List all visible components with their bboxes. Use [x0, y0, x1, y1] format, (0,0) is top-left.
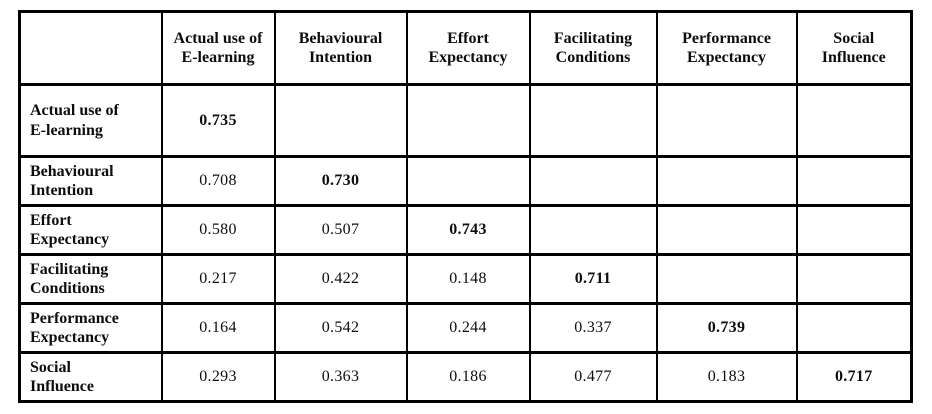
empty-cell	[273, 83, 408, 158]
value-cell: 0.183	[655, 351, 798, 403]
empty-cell	[795, 204, 913, 256]
empty-cell	[655, 204, 798, 256]
value-cell: 0.730	[273, 155, 408, 207]
table-row: Effort Expectancy 0.580 0.507 0.743	[18, 204, 913, 256]
value-cell: 0.743	[405, 204, 531, 256]
correlation-table: Actual use of E-learning Behavioural Inte…	[18, 10, 913, 403]
table-row: Actual use of E-learning 0.735	[18, 83, 913, 158]
value-cell: 0.739	[655, 302, 798, 354]
column-header: Facilitating Conditions	[528, 10, 658, 86]
column-header: Effort Expectancy	[405, 10, 531, 86]
table-row: Behavioural Intention 0.708 0.730	[18, 155, 913, 207]
row-header: Effort Expectancy	[18, 204, 163, 256]
header-row: Actual use of E-learning Behavioural Inte…	[18, 10, 913, 86]
empty-cell	[655, 83, 798, 158]
table-body: Actual use of E-learning 0.735 Behavioural…	[18, 83, 913, 403]
value-cell: 0.507	[273, 204, 408, 256]
value-cell: 0.477	[528, 351, 658, 403]
value-cell: 0.186	[405, 351, 531, 403]
table-row: Social Influence 0.293 0.363 0.186 0.477 0.18…	[18, 351, 913, 403]
value-cell: 0.293	[160, 351, 276, 403]
column-header: Actual use of E-learning	[160, 10, 276, 86]
value-cell: 0.148	[405, 253, 531, 305]
empty-cell	[655, 253, 798, 305]
value-cell: 0.717	[795, 351, 913, 403]
row-header: Social Influence	[18, 351, 163, 403]
table-row: Performance Expectancy 0.164 0.542 0.244 0.3…	[18, 302, 913, 354]
value-cell: 0.711	[528, 253, 658, 305]
empty-cell	[528, 155, 658, 207]
value-cell: 0.422	[273, 253, 408, 305]
value-cell: 0.542	[273, 302, 408, 354]
value-cell: 0.735	[160, 83, 276, 158]
empty-cell	[795, 155, 913, 207]
column-header: Behavioural Intention	[273, 10, 408, 86]
corner-cell	[18, 10, 163, 86]
empty-cell	[795, 253, 913, 305]
value-cell: 0.337	[528, 302, 658, 354]
empty-cell	[405, 155, 531, 207]
value-cell: 0.708	[160, 155, 276, 207]
column-header: Performance Expectancy	[655, 10, 798, 86]
row-header: Behavioural Intention	[18, 155, 163, 207]
value-cell: 0.580	[160, 204, 276, 256]
empty-cell	[528, 83, 658, 158]
row-header: Performance Expectancy	[18, 302, 163, 354]
empty-cell	[795, 83, 913, 158]
empty-cell	[795, 302, 913, 354]
value-cell: 0.363	[273, 351, 408, 403]
table-row: Facilitating Conditions 0.217 0.422 0.148 0.…	[18, 253, 913, 305]
empty-cell	[655, 155, 798, 207]
row-header: Actual use of E-learning	[18, 83, 163, 158]
value-cell: 0.164	[160, 302, 276, 354]
empty-cell	[528, 204, 658, 256]
row-header: Facilitating Conditions	[18, 253, 163, 305]
column-header: Social Influence	[795, 10, 913, 86]
empty-cell	[405, 83, 531, 158]
value-cell: 0.244	[405, 302, 531, 354]
value-cell: 0.217	[160, 253, 276, 305]
